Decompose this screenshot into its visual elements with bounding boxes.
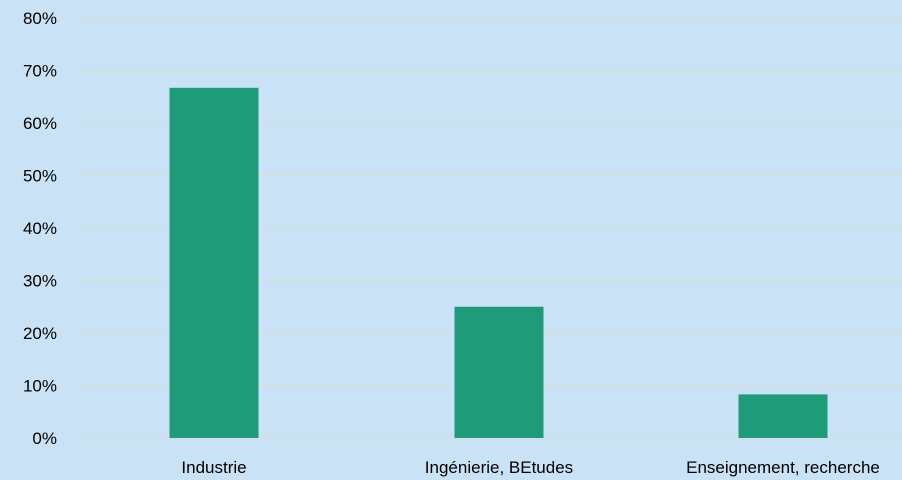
bars (169, 87, 828, 438)
y-tick-label: 80% (23, 9, 57, 28)
x-category-label: Industrie (181, 458, 246, 477)
y-tick-label: 70% (23, 62, 57, 81)
y-tick-label: 10% (23, 377, 57, 396)
y-tick-label: 50% (23, 167, 57, 186)
y-tick-label: 20% (23, 324, 57, 343)
bar-0 (169, 87, 259, 438)
x-category-label: Ingénierie, BEtudes (425, 458, 573, 477)
y-axis-tick-labels: 0% 10% 20% 30% 40% 50% 60% 70% 80% (23, 9, 57, 448)
y-tick-label: 30% (23, 272, 57, 291)
y-tick-label: 0% (32, 429, 57, 448)
y-tick-label: 40% (23, 219, 57, 238)
y-tick-label: 60% (23, 114, 57, 133)
x-axis-category-labels: Industrie Ingénierie, BEtudes Enseignement… (181, 458, 879, 477)
bar-2 (738, 394, 828, 438)
x-category-label: Enseignement, recherche (686, 458, 880, 477)
bar-1 (454, 306, 544, 438)
